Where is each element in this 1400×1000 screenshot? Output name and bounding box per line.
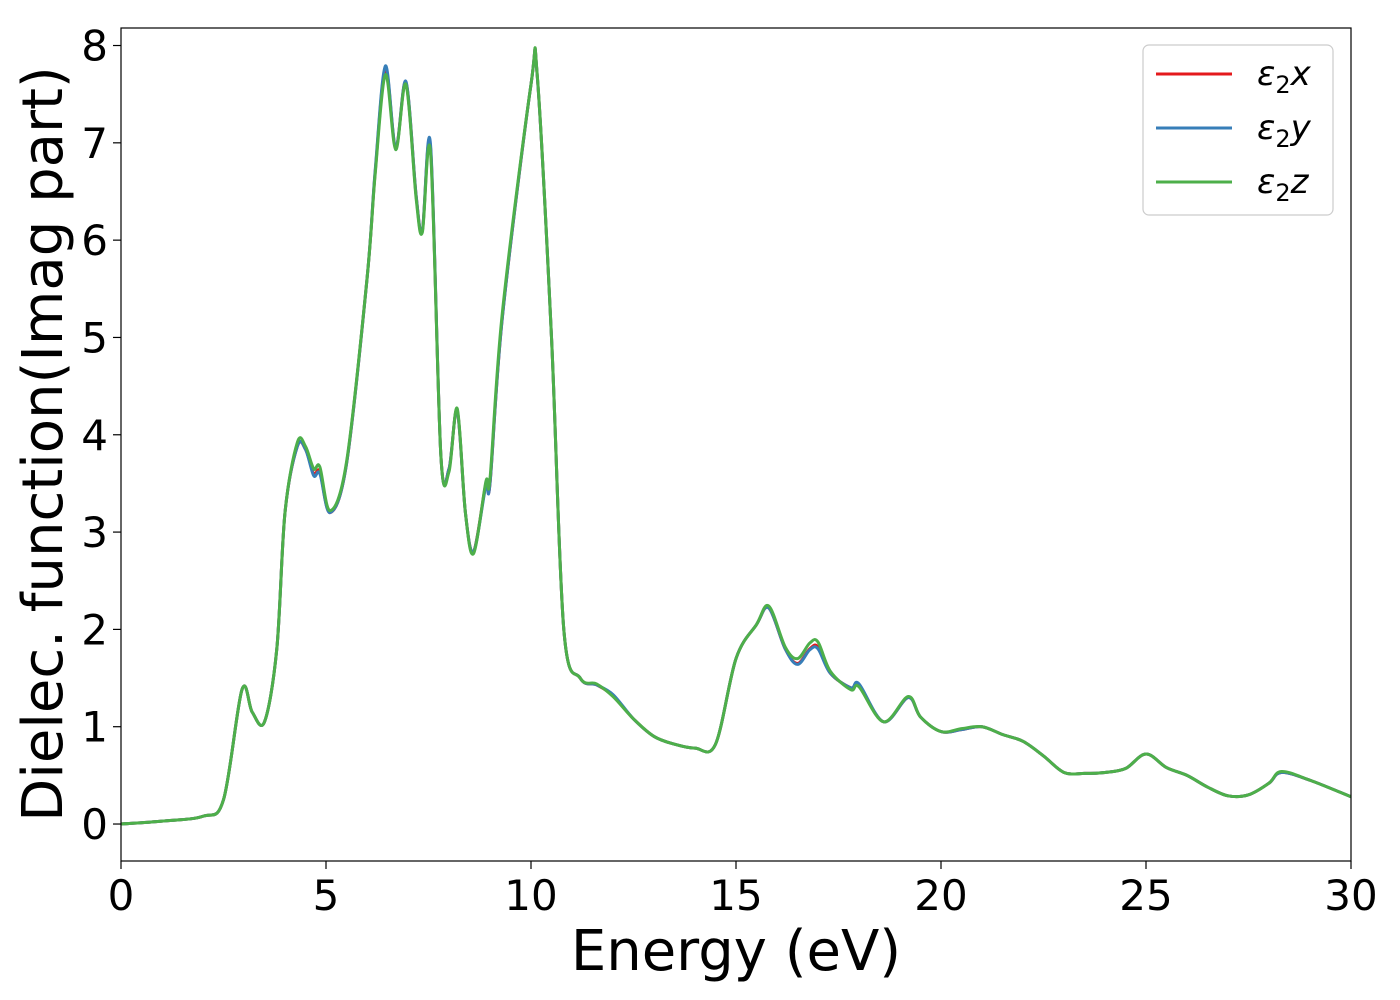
x-tick-label: 5: [313, 871, 340, 920]
y-tick-label: 0: [81, 800, 108, 849]
x-axis-label: Energy (eV): [571, 919, 901, 984]
y-tick-label: 4: [81, 411, 108, 460]
y-tick-label: 3: [81, 508, 108, 557]
y-tick-label: 8: [81, 22, 108, 71]
y-tick-label: 7: [81, 119, 108, 168]
x-tick-label: 15: [709, 871, 762, 920]
y-tick-label: 6: [81, 216, 108, 265]
series-layer: [121, 46, 1351, 826]
y-axis: 0 1 2 3 4 5 6 7 8: [81, 22, 121, 849]
legend-label: ε2x: [1257, 54, 1312, 99]
legend-box: [1142, 44, 1334, 216]
x-tick-label: 10: [504, 871, 557, 920]
series-line-z: [121, 46, 1351, 826]
y-axis-label: Dielec. function(Imag part): [11, 66, 76, 822]
y-tick-label: 2: [81, 605, 108, 654]
legend: ε2x ε2y ε2z: [1142, 44, 1334, 216]
x-axis: 0 5 10 15 20 25 30: [108, 861, 1378, 920]
legend-label: ε2z: [1257, 162, 1310, 207]
legend-item-y: ε2y: [1156, 108, 1312, 153]
y-tick-label: 5: [81, 313, 108, 362]
legend-label: ε2y: [1257, 108, 1312, 153]
x-tick-label: 20: [914, 871, 967, 920]
legend-item-z: ε2z: [1156, 162, 1310, 207]
x-tick-label: 30: [1324, 871, 1377, 920]
y-tick-label: 1: [81, 703, 108, 752]
x-tick-label: 0: [108, 871, 135, 920]
x-tick-label: 25: [1119, 871, 1172, 920]
legend-item-x: ε2x: [1156, 54, 1312, 99]
